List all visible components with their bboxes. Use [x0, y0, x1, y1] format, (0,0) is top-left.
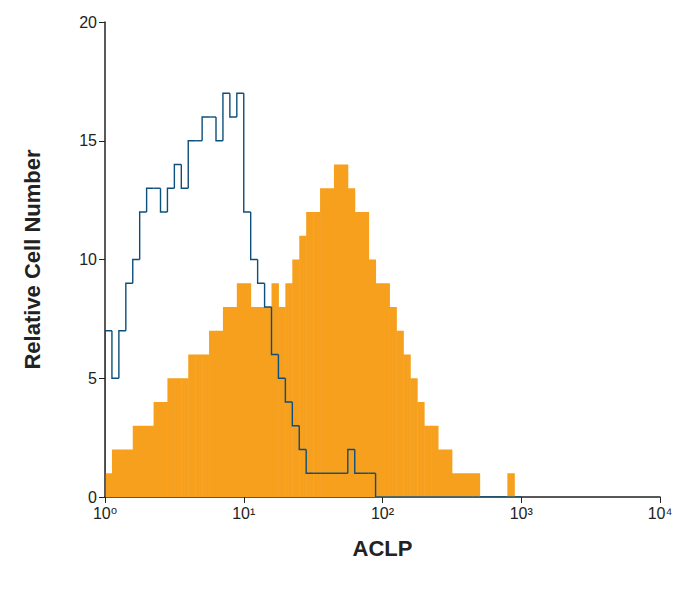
svg-text:0: 0	[88, 489, 97, 506]
svg-text:10⁰: 10⁰	[93, 505, 117, 522]
svg-text:10²: 10²	[371, 505, 395, 522]
svg-text:10³: 10³	[510, 505, 534, 522]
svg-text:10⁴: 10⁴	[648, 505, 673, 522]
svg-text:ACLP: ACLP	[353, 536, 413, 561]
svg-text:15: 15	[79, 132, 97, 149]
svg-text:5: 5	[88, 370, 97, 387]
svg-text:10¹: 10¹	[232, 505, 255, 522]
svg-text:Relative Cell Number: Relative Cell Number	[20, 149, 45, 370]
svg-text:10: 10	[79, 251, 97, 268]
svg-text:20: 20	[79, 14, 97, 31]
